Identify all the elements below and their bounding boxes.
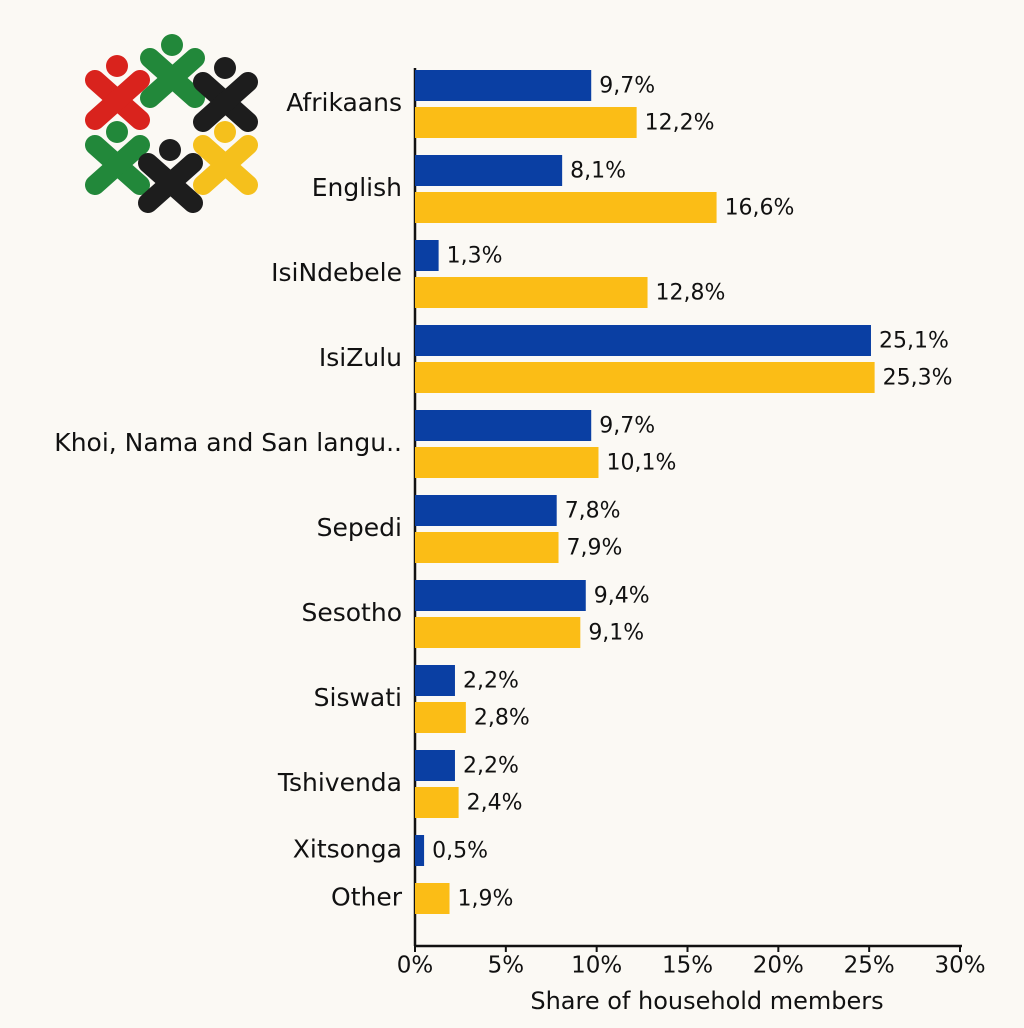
bar xyxy=(415,750,455,781)
value-label: 12,8% xyxy=(656,281,726,306)
bar xyxy=(415,192,717,223)
value-label: 9,7% xyxy=(599,414,655,439)
value-label: 1,9% xyxy=(458,887,514,912)
value-label: 8,1% xyxy=(570,159,626,184)
value-label: 2,4% xyxy=(467,791,523,816)
bar xyxy=(415,107,637,138)
category-label: IsiNdebele xyxy=(271,258,402,287)
category-label: English xyxy=(312,173,402,202)
bar xyxy=(415,447,599,478)
bar xyxy=(415,240,439,271)
category-label: Sesotho xyxy=(301,598,402,627)
x-tick-label: 10% xyxy=(571,953,622,979)
logo xyxy=(85,34,258,213)
value-label: 7,8% xyxy=(565,499,621,524)
category-label: Xitsonga xyxy=(293,835,402,864)
x-tick-label: 25% xyxy=(844,953,895,979)
x-tick-label: 0% xyxy=(397,953,434,979)
x-tick-label: 5% xyxy=(488,953,525,979)
bar xyxy=(415,362,875,393)
value-label: 16,6% xyxy=(725,196,795,221)
category-label: Tshivenda xyxy=(277,768,402,797)
value-label: 2,2% xyxy=(463,754,519,779)
category-label: Afrikaans xyxy=(286,88,402,117)
bar xyxy=(415,410,592,441)
value-label: 12,2% xyxy=(645,111,715,136)
bar xyxy=(415,580,586,611)
value-label: 2,2% xyxy=(463,669,519,694)
category-label: Khoi, Nama and San langu.. xyxy=(54,428,402,457)
bar xyxy=(415,325,871,356)
bar xyxy=(415,495,557,526)
value-label: 0,5% xyxy=(432,839,488,864)
bar xyxy=(415,532,559,563)
x-tick-label: 30% xyxy=(934,953,985,979)
category-label: Sepedi xyxy=(317,513,402,542)
category-label: IsiZulu xyxy=(319,343,402,372)
bar xyxy=(415,835,425,866)
bar xyxy=(415,617,581,648)
value-label: 10,1% xyxy=(606,451,676,476)
bar xyxy=(415,883,450,914)
bar xyxy=(415,702,466,733)
x-axis-title: Share of household members xyxy=(530,987,883,1015)
value-label: 9,1% xyxy=(588,621,644,646)
bar xyxy=(415,277,648,308)
category-label: Other xyxy=(331,883,403,912)
value-label: 7,9% xyxy=(567,536,623,561)
value-label: 25,3% xyxy=(883,366,953,391)
bar xyxy=(415,787,459,818)
value-label: 2,8% xyxy=(474,706,530,731)
bar xyxy=(415,665,455,696)
value-label: 9,4% xyxy=(594,584,650,609)
bar xyxy=(415,155,563,186)
bar xyxy=(415,70,592,101)
value-label: 1,3% xyxy=(447,244,503,269)
x-tick-label: 20% xyxy=(753,953,804,979)
value-label: 25,1% xyxy=(879,329,949,354)
category-label: Siswati xyxy=(314,683,402,712)
x-tick-label: 15% xyxy=(662,953,713,979)
value-label: 9,7% xyxy=(599,74,655,99)
